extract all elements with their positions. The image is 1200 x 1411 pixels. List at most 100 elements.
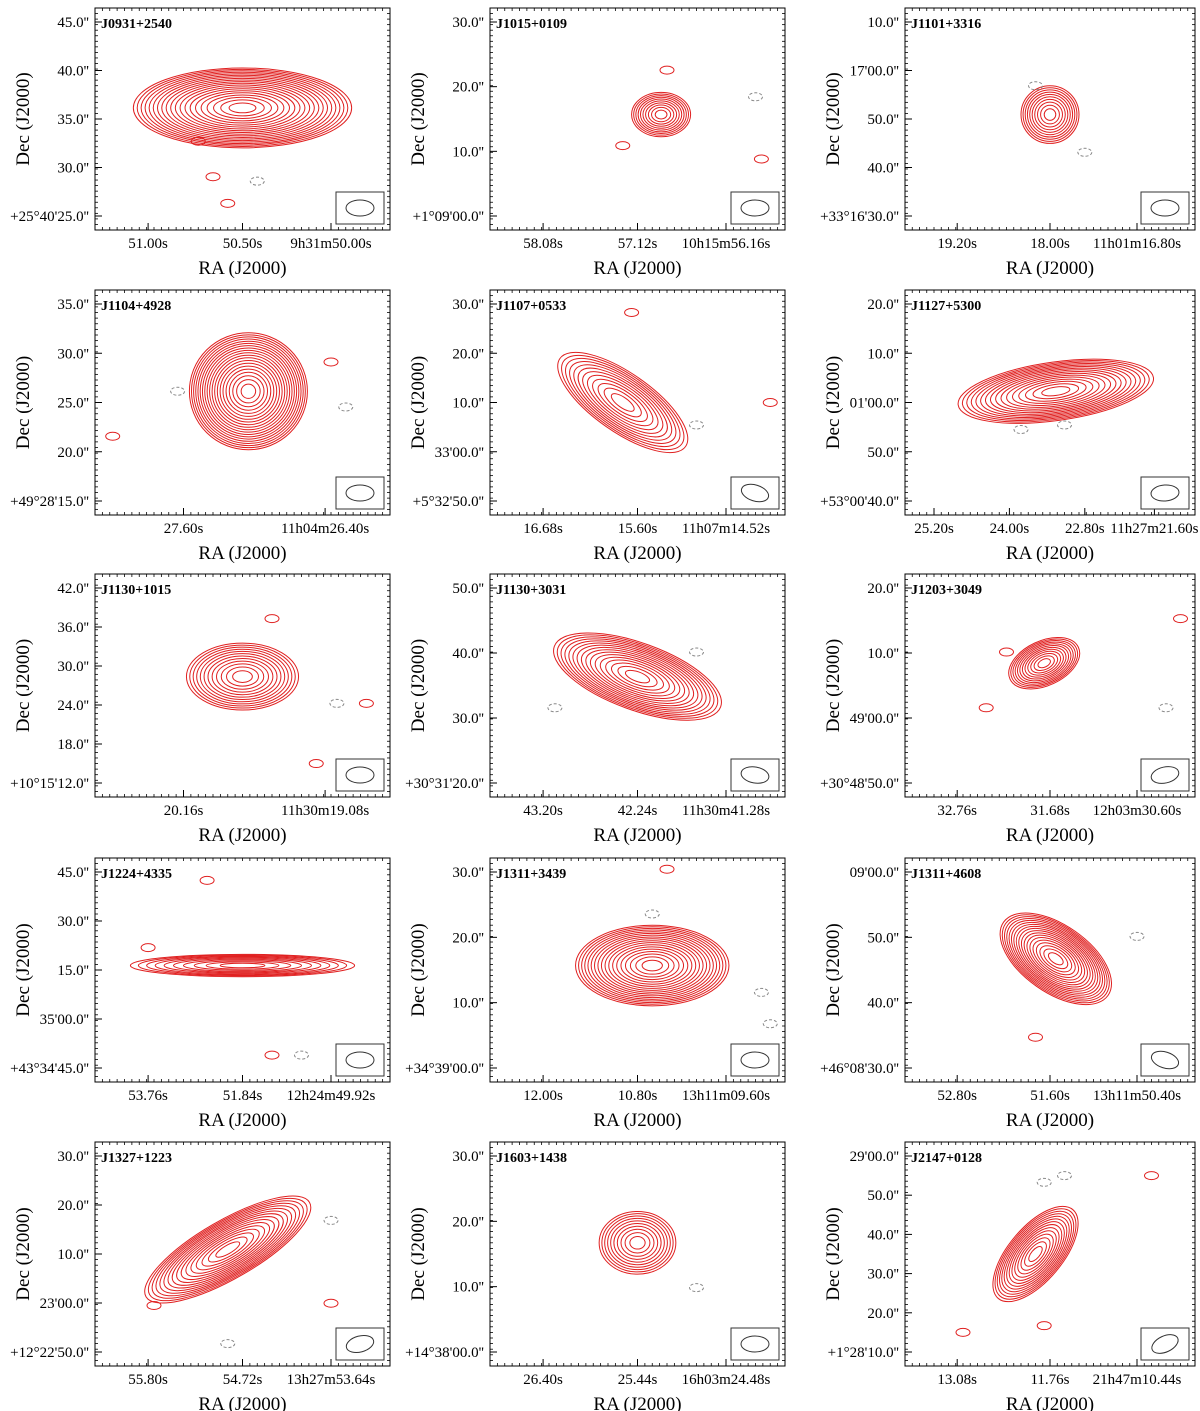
contour-level [1004,916,1108,1002]
y-axis-title: Dec (J2000) [408,923,429,1016]
x-axis-title: RA (J2000) [1006,1394,1094,1411]
contour-level [1030,652,1059,674]
x-tick-label: 57.12s [618,236,658,252]
y-tick-label: 30.0'' [452,1149,484,1165]
contour-level [188,332,308,451]
negative-contour [689,1283,704,1293]
contour-level [564,638,711,715]
x-tick-label: 25.20s [914,521,954,537]
panel-j2147p0128: 13.08s 11.76s 21h47m10.44s 29'00.0'' 50.0'' 4… [823,1141,1196,1411]
contour-level [1023,932,1088,986]
beam-box [1140,476,1190,510]
contour-level [190,334,306,449]
negative-contour [762,1019,778,1029]
x-tick-label: 43.20s [523,803,563,819]
contour-level [180,1219,275,1281]
x-tick-label: 11h04m26.40s [281,521,369,537]
x-axis-title: RA (J2000) [593,825,681,846]
y-tick-label: +1°09'00.0'' [413,209,485,225]
y-tick-label: 30.0'' [57,659,89,675]
contour-level [576,644,699,709]
contour-level [620,948,685,983]
contour-level [624,950,680,981]
contour-level [174,82,311,133]
source-contours [1008,636,1081,690]
source-name: J1130+1015 [101,583,171,598]
contour-level [585,649,690,704]
contour-level [631,91,692,138]
contour-level [966,361,1146,421]
beam-ellipse [740,483,770,503]
x-axis-title: RA (J2000) [593,1394,681,1411]
x-tick-label: 52.80s [937,1088,977,1104]
contour-level [624,1232,651,1254]
x-axis-title: RA (J2000) [1006,543,1094,564]
contour-level [608,942,697,989]
negative-contour [689,420,704,430]
negative-contour [1077,147,1093,157]
contour-level [1018,927,1094,990]
y-tick-label: 09'00.0'' [850,865,900,881]
contour-level [989,369,1122,414]
beam-ellipse [345,484,375,502]
contour-level [607,1217,668,1268]
contour-level [232,375,265,408]
y-axis-title: Dec (J2000) [13,639,34,732]
x-axis-title: RA (J2000) [593,258,681,279]
contour-level [211,354,286,428]
x-tick-label: 27.60s [164,521,204,537]
y-tick-label: 50.0'' [867,112,899,128]
contour-level [147,1197,308,1302]
y-tick-label: 10.0'' [57,1247,89,1263]
negative-contour [1013,425,1029,434]
source-contours [1020,85,1080,144]
contour-level [209,352,288,431]
contour-level [214,357,283,426]
contour-level [645,102,678,127]
y-tick-label: 30.0'' [57,1149,89,1165]
panel-j1104p4928: 27.60s 11h04m26.40s 35.0'' 30.0'' 25.0'' 20.0… [10,289,391,564]
y-tick-label: +25°40'25.0'' [10,209,89,225]
negative-contour [748,92,763,102]
contour-level [598,1210,677,1275]
y-tick-label: 40.0'' [452,646,484,662]
y-tick-label: 23'00.0'' [40,1296,90,1312]
y-tick-label: 20.0'' [57,1198,89,1214]
contour-level [225,368,272,414]
source-contours [185,642,300,711]
contour-level [1020,85,1080,144]
contour-level [206,349,291,433]
contour-level [182,959,303,972]
contour-level [577,367,668,438]
y-tick-label: 35.0'' [57,297,89,313]
panel-j1224p4335: 53.76s 51.84s 12h24m49.92s 45.0'' 30.0'' 15.0… [10,857,391,1131]
contour-level [1047,952,1064,966]
y-tick-label: 40.0'' [867,161,899,177]
source-name: J1203+3049 [911,583,982,598]
contour-level [1029,937,1083,981]
contour-level [961,360,1150,423]
negative-contour [1057,420,1072,430]
contour-level [1039,945,1073,973]
beam-ellipse [345,199,375,217]
contour-level [200,92,285,124]
contour-level [132,67,353,149]
contour-level [228,102,257,114]
noise-contour [624,308,640,317]
contour-level [568,640,707,713]
y-axis-title: Dec (J2000) [823,923,844,1016]
beam-box [730,758,780,792]
panel-j1603p1438: 26.40s 25.44s 16h03m24.48s 30.0'' 20.0'' 10.0… [405,1141,786,1411]
contour-level [1037,101,1063,128]
y-axis-title: Dec (J2000) [13,1207,34,1300]
y-tick-label: +1°28'10.0'' [828,1345,900,1361]
y-axis-title: Dec (J2000) [823,72,844,165]
x-tick-label: 13h27m53.64s [287,1372,376,1388]
contour-level [1029,93,1071,136]
y-tick-label: +49°28'15.0'' [10,494,89,510]
y-tick-label: +34°39'00.0'' [405,1061,484,1077]
contour-level [587,374,659,431]
contour-level [1001,914,1110,1004]
x-tick-label: 13h11m50.40s [1093,1088,1181,1104]
contour-level [594,654,681,700]
